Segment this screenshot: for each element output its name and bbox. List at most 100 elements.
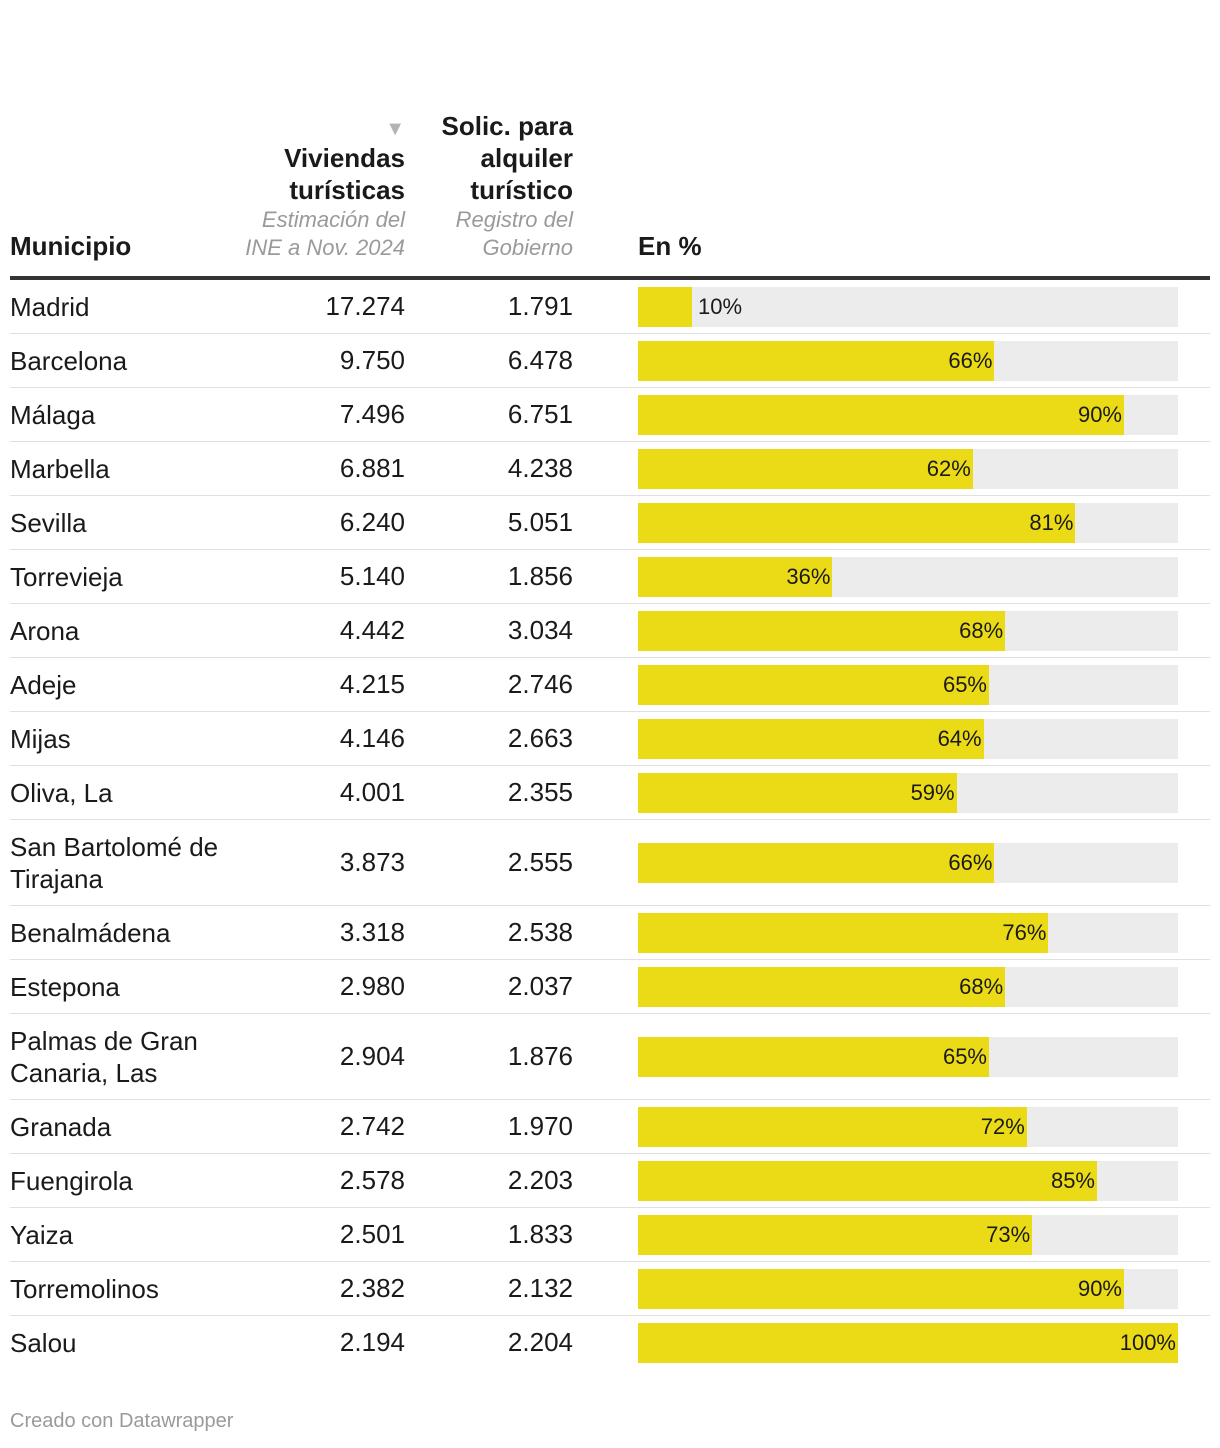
cell-viviendas: 2.194 bbox=[339, 1327, 405, 1357]
bar-track: 85% bbox=[638, 1160, 1178, 1201]
header-viviendas[interactable]: ▼ Viviendas turísticas Estimación del IN… bbox=[240, 116, 405, 262]
bar-fill bbox=[638, 1036, 989, 1077]
bar-fill bbox=[638, 610, 1006, 651]
bar-fill bbox=[638, 842, 995, 883]
bar-fill bbox=[638, 448, 973, 489]
bar-label: 68% bbox=[959, 973, 1004, 999]
table-row: Estepona 2.980 2.037 68% bbox=[10, 960, 1210, 1014]
bar-label: 90% bbox=[1077, 1275, 1122, 1301]
bar-fill bbox=[638, 718, 984, 759]
header-solicitudes-title: Solic. para alquiler turístico bbox=[441, 111, 574, 205]
bar-fill bbox=[638, 1268, 1124, 1309]
bar-track: 90% bbox=[638, 1268, 1178, 1309]
bar-label: 76% bbox=[1002, 919, 1047, 945]
cell-municipio: Arona bbox=[10, 615, 80, 646]
bar-track: 81% bbox=[638, 502, 1178, 543]
bar-track: 73% bbox=[638, 1214, 1178, 1255]
cell-municipio: Estepona bbox=[10, 971, 120, 1002]
table-row: Torremolinos 2.382 2.132 90% bbox=[10, 1262, 1210, 1316]
bar-track: 10% bbox=[638, 286, 1178, 327]
table-header: Municipio ▼ Viviendas turísticas Estimac… bbox=[10, 0, 1210, 280]
bar-label: 72% bbox=[980, 1113, 1025, 1139]
table-row: Salou 2.194 2.204 100% bbox=[10, 1316, 1210, 1369]
cell-viviendas: 2.742 bbox=[339, 1111, 405, 1141]
cell-solicitudes: 2.538 bbox=[507, 917, 573, 947]
header-pct[interactable]: En % bbox=[638, 230, 702, 262]
table-row: Sevilla 6.240 5.051 81% bbox=[10, 496, 1210, 550]
cell-viviendas: 2.501 bbox=[339, 1219, 405, 1249]
cell-municipio: Sevilla bbox=[10, 507, 87, 538]
cell-solicitudes: 2.746 bbox=[507, 669, 573, 699]
table-row: Palmas de Gran Canaria, Las 2.904 1.876 65% bbox=[10, 1014, 1210, 1100]
bar-track: 72% bbox=[638, 1106, 1178, 1147]
table-row: Barcelona 9.750 6.478 66% bbox=[10, 334, 1210, 388]
bar-fill bbox=[638, 394, 1124, 435]
cell-viviendas: 17.274 bbox=[325, 291, 405, 321]
bar-label: 10% bbox=[698, 293, 743, 319]
bar-label: 90% bbox=[1077, 401, 1122, 427]
header-municipio-label: Municipio bbox=[10, 231, 132, 261]
bar-fill bbox=[638, 556, 833, 597]
header-viviendas-subtitle: Estimación del INE a Nov. 2024 bbox=[245, 207, 405, 260]
bar-label: 36% bbox=[786, 563, 831, 589]
table-row: Torrevieja 5.140 1.856 36% bbox=[10, 550, 1210, 604]
cell-solicitudes: 4.238 bbox=[507, 453, 573, 483]
bar-fill bbox=[638, 912, 1049, 953]
cell-municipio: Málaga bbox=[10, 399, 96, 430]
cell-viviendas: 6.240 bbox=[339, 507, 405, 537]
bar-label: 65% bbox=[942, 1043, 987, 1069]
header-solicitudes-subtitle: Registro del Gobierno bbox=[455, 207, 573, 260]
footer-credit: Creado con Datawrapper bbox=[10, 1410, 234, 1432]
table: Municipio ▼ Viviendas turísticas Estimac… bbox=[10, 0, 1210, 1369]
bar-label: 65% bbox=[942, 671, 987, 697]
bar-label: 73% bbox=[986, 1221, 1031, 1247]
bar-track: 90% bbox=[638, 394, 1178, 435]
bar-track: 66% bbox=[638, 340, 1178, 381]
bar-label: 81% bbox=[1029, 509, 1074, 535]
table-row: Yaiza 2.501 1.833 73% bbox=[10, 1208, 1210, 1262]
cell-viviendas: 4.215 bbox=[339, 669, 405, 699]
bar-fill bbox=[638, 1106, 1027, 1147]
cell-municipio: Palmas de Gran Canaria, Las bbox=[10, 1025, 198, 1088]
cell-municipio: Torremolinos bbox=[10, 1273, 159, 1304]
table-row: Fuengirola 2.578 2.203 85% bbox=[10, 1154, 1210, 1208]
header-solicitudes[interactable]: Solic. para alquiler turístico Registro … bbox=[430, 110, 574, 262]
cell-municipio: Madrid bbox=[10, 291, 90, 322]
cell-solicitudes: 2.204 bbox=[507, 1327, 573, 1357]
cell-viviendas: 4.442 bbox=[339, 615, 405, 645]
bar-label: 64% bbox=[937, 725, 982, 751]
bar-track: 64% bbox=[638, 718, 1178, 759]
bar-track: 36% bbox=[638, 556, 1178, 597]
bar-label: 85% bbox=[1050, 1167, 1095, 1193]
header-viviendas-title: Viviendas turísticas bbox=[284, 143, 405, 205]
cell-solicitudes: 2.132 bbox=[507, 1273, 573, 1303]
table-row: Arona 4.442 3.034 68% bbox=[10, 604, 1210, 658]
cell-municipio: San Bartolomé de Tirajana bbox=[10, 831, 219, 894]
bar-fill bbox=[638, 772, 957, 813]
table-row: Madrid 17.274 1.791 10% bbox=[10, 280, 1210, 334]
sort-desc-icon: ▼ bbox=[385, 118, 405, 140]
table-row: Adeje 4.215 2.746 65% bbox=[10, 658, 1210, 712]
bar-fill bbox=[638, 502, 1076, 543]
bar-label: 68% bbox=[959, 617, 1004, 643]
cell-municipio: Benalmádena bbox=[10, 917, 171, 948]
cell-solicitudes: 1.876 bbox=[507, 1041, 573, 1071]
bar-fill bbox=[638, 1322, 1178, 1363]
cell-municipio: Barcelona bbox=[10, 345, 128, 376]
bar-fill bbox=[638, 664, 989, 705]
cell-solicitudes: 3.034 bbox=[507, 615, 573, 645]
cell-solicitudes: 2.555 bbox=[507, 847, 573, 877]
cell-solicitudes: 1.791 bbox=[507, 291, 573, 321]
bar-track: 66% bbox=[638, 842, 1178, 883]
cell-municipio: Torrevieja bbox=[10, 561, 123, 592]
cell-viviendas: 2.382 bbox=[339, 1273, 405, 1303]
cell-solicitudes: 2.037 bbox=[507, 971, 573, 1001]
bar-track: 65% bbox=[638, 664, 1178, 705]
header-municipio[interactable]: Municipio bbox=[10, 230, 240, 262]
cell-viviendas: 5.140 bbox=[339, 561, 405, 591]
table-row: Mijas 4.146 2.663 64% bbox=[10, 712, 1210, 766]
bar-fill bbox=[638, 1160, 1097, 1201]
table-row: Málaga 7.496 6.751 90% bbox=[10, 388, 1210, 442]
table-row: Granada 2.742 1.970 72% bbox=[10, 1100, 1210, 1154]
bar-label: 66% bbox=[948, 347, 993, 373]
